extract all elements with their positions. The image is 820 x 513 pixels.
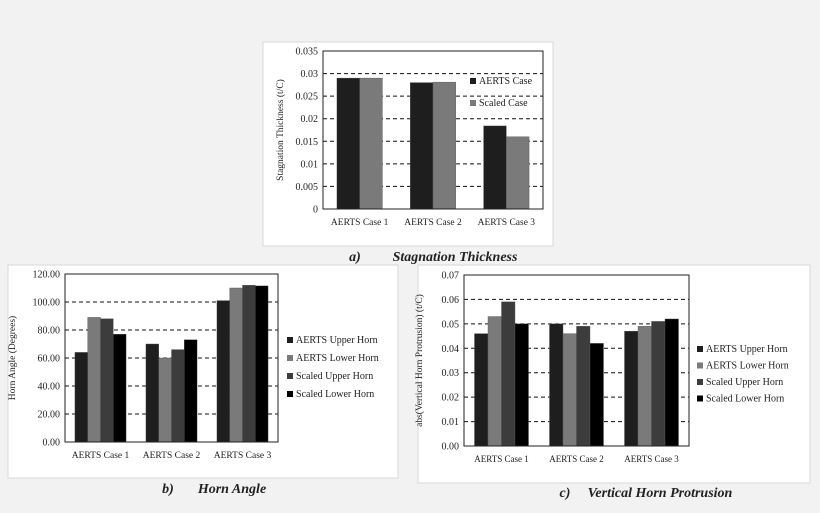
y-tick-label: 0.06 xyxy=(442,295,460,306)
y-tick-label: 40.00 xyxy=(38,382,61,393)
y-tick-label: 0.03 xyxy=(442,368,460,379)
bar-aerts-upper-horn-1 xyxy=(74,352,88,443)
caption-label: c) xyxy=(560,486,571,501)
legend-swatch xyxy=(470,78,476,84)
bar-scaled-lower-horn-2 xyxy=(184,339,198,443)
caption-title: Vertical Horn Protrusion xyxy=(588,486,733,501)
bar-aerts-lower-horn-1 xyxy=(487,316,502,447)
bar-aerts-case-3 xyxy=(483,125,507,210)
x-tick-label: AERTS Case 2 xyxy=(404,218,462,228)
y-axis-label: abs(Vertical Horn Protrusion) (t/C) xyxy=(414,294,425,427)
y-tick-label: 0.02 xyxy=(301,114,319,125)
bar-scaled-lower-horn-1 xyxy=(113,334,127,443)
x-tick-label: AERTS Case 2 xyxy=(549,454,603,464)
bar-scaled-lower-horn-1 xyxy=(514,323,529,447)
plot-border xyxy=(463,274,690,447)
x-tick-label: AERTS Case 1 xyxy=(72,451,130,461)
bar-aerts-case-1 xyxy=(336,77,360,210)
bar-aerts-upper-horn-3 xyxy=(624,330,639,447)
caption-title: Horn Angle xyxy=(197,482,266,497)
legend-label: Scaled Case xyxy=(479,98,528,109)
bar-aerts-upper-horn-2 xyxy=(145,343,159,443)
x-tick-label: AERTS Case 3 xyxy=(214,451,272,461)
legend-swatch xyxy=(697,379,703,385)
legend-label: AERTS Lower Horn xyxy=(706,361,789,372)
y-axis-label: Stagnation Thickness (t/C) xyxy=(275,79,286,181)
legend-swatch xyxy=(697,346,703,352)
y-tick-label: 0.07 xyxy=(442,271,460,282)
y-tick-label: 60.00 xyxy=(38,354,61,365)
y-tick-label: 0.01 xyxy=(442,417,460,428)
legend-label: Scaled Upper Horn xyxy=(296,371,373,382)
chart-3: 0.00 0.01 0.02 0.03 0.04 0.05 0.06 0.07 AERTS Ca… xyxy=(414,264,811,501)
x-tick-label: AERTS Case 3 xyxy=(624,454,679,464)
bar-scaled-upper-horn-1 xyxy=(100,318,114,443)
legend-swatch xyxy=(287,373,293,379)
legend-swatch xyxy=(697,395,703,402)
legend-label: AERTS Lower Horn xyxy=(296,353,379,364)
x-tick-label: AERTS Case 2 xyxy=(143,451,201,461)
bar-aerts-lower-horn-3 xyxy=(637,326,652,447)
bar-scaled-lower-horn-3 xyxy=(255,285,269,443)
y-tick-label: 0.005 xyxy=(296,182,319,193)
y-tick-label: 0.05 xyxy=(442,319,460,330)
bar-scaled-upper-horn-3 xyxy=(651,321,666,447)
chart-2: 0.00 20.00 40.00 60.00 80.00 100.00 120.00 AERT… xyxy=(7,264,399,497)
y-tick-label: 80.00 xyxy=(38,326,61,337)
bar-scaled-case-1 xyxy=(359,77,383,210)
y-tick-label: 120.00 xyxy=(33,270,61,281)
bar-scaled-upper-horn-2 xyxy=(576,326,591,447)
caption-label: b) xyxy=(162,482,174,497)
legend-swatch xyxy=(697,362,703,369)
plot-border xyxy=(64,273,279,443)
bar-scaled-upper-horn-2 xyxy=(171,349,185,443)
bar-aerts-upper-horn-3 xyxy=(216,300,230,443)
x-tick-label: AERTS Case 1 xyxy=(331,218,389,228)
bar-scaled-lower-horn-3 xyxy=(664,318,679,447)
legend-label: AERTS Upper Horn xyxy=(296,335,378,346)
y-tick-label: 0.00 xyxy=(442,442,460,453)
caption-title: Stagnation Thickness xyxy=(393,250,518,265)
y-tick-label: 0.00 xyxy=(43,438,61,449)
caption-label: a) xyxy=(349,250,361,265)
legend-swatch xyxy=(287,391,293,397)
y-axis-label: Horn Angle (Degrees) xyxy=(7,316,18,400)
legend-swatch xyxy=(470,100,476,106)
chart-1: 0 0.005 0.01 0.015 0.02 0.025 0.03 0.035 AERTS C… xyxy=(262,41,554,265)
legend-swatch xyxy=(287,337,293,343)
plot-border xyxy=(322,50,544,210)
bar-scaled-case-3 xyxy=(506,136,530,210)
y-tick-label: 0.01 xyxy=(301,159,319,170)
legend-label: Scaled Lower Horn xyxy=(706,394,784,405)
y-tick-label: 100.00 xyxy=(33,298,61,309)
y-tick-label: 0 xyxy=(313,205,318,216)
legend-label: AERTS Upper Horn xyxy=(706,344,788,355)
y-tick-label: 0.015 xyxy=(296,137,319,148)
bar-scaled-lower-horn-2 xyxy=(589,343,604,447)
legend-label: Scaled Upper Horn xyxy=(706,377,783,388)
y-tick-label: 0.03 xyxy=(301,69,319,80)
bar-aerts-lower-horn-2 xyxy=(562,333,577,447)
legend-label: Scaled Lower Horn xyxy=(296,389,374,400)
y-tick-label: 0.02 xyxy=(442,393,460,404)
y-tick-label: 20.00 xyxy=(38,410,61,421)
bar-scaled-upper-horn-3 xyxy=(242,285,256,443)
y-tick-label: 0.025 xyxy=(296,92,319,103)
legend-label: AERTS Case xyxy=(479,76,533,87)
legend-swatch xyxy=(287,355,293,361)
bar-aerts-upper-horn-1 xyxy=(474,333,489,447)
x-tick-label: AERTS Case 3 xyxy=(478,218,536,228)
bar-scaled-upper-horn-1 xyxy=(501,301,516,447)
bar-aerts-upper-horn-2 xyxy=(549,323,564,447)
bar-aerts-lower-horn-3 xyxy=(229,287,243,443)
x-tick-label: AERTS Case 1 xyxy=(474,454,528,464)
y-tick-label: 0.035 xyxy=(296,47,319,58)
bar-aerts-case-2 xyxy=(410,82,434,210)
y-tick-label: 0.04 xyxy=(442,344,460,355)
bar-aerts-lower-horn-1 xyxy=(87,317,101,443)
bar-aerts-lower-horn-2 xyxy=(158,357,172,443)
bar-scaled-case-2 xyxy=(432,81,456,210)
